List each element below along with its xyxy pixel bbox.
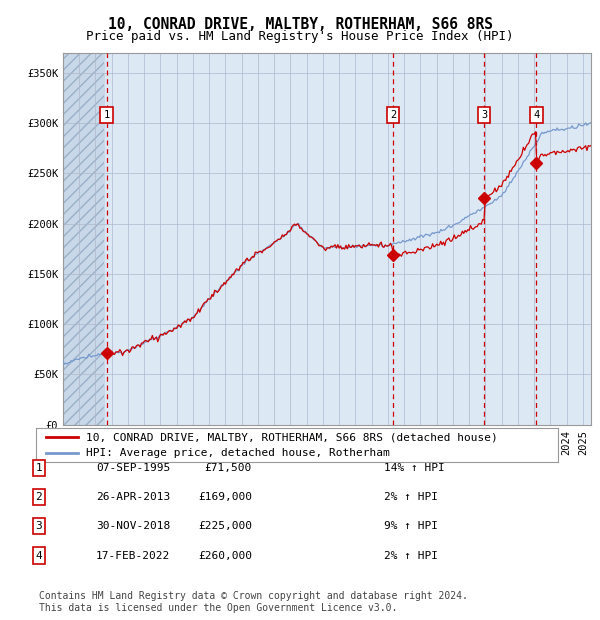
Bar [63,53,104,425]
Text: 4: 4 [533,110,539,120]
Text: 1: 1 [104,110,110,120]
Text: Contains HM Land Registry data © Crown copyright and database right 2024.
This d: Contains HM Land Registry data © Crown c… [39,591,468,613]
Text: £225,000: £225,000 [198,521,252,531]
Text: 2: 2 [35,492,43,502]
Text: 3: 3 [481,110,487,120]
Text: 10, CONRAD DRIVE, MALTBY, ROTHERHAM, S66 8RS: 10, CONRAD DRIVE, MALTBY, ROTHERHAM, S66… [107,17,493,32]
Text: 26-APR-2013: 26-APR-2013 [96,492,170,502]
Text: £260,000: £260,000 [198,551,252,560]
Text: 14% ↑ HPI: 14% ↑ HPI [384,463,445,473]
Text: 9% ↑ HPI: 9% ↑ HPI [384,521,438,531]
Text: £169,000: £169,000 [198,492,252,502]
Text: 3: 3 [35,521,43,531]
Text: HPI: Average price, detached house, Rotherham: HPI: Average price, detached house, Roth… [86,448,389,458]
Text: 2% ↑ HPI: 2% ↑ HPI [384,492,438,502]
Text: 17-FEB-2022: 17-FEB-2022 [96,551,170,560]
Text: 4: 4 [35,551,43,560]
Text: £71,500: £71,500 [205,463,252,473]
Text: 1: 1 [35,463,43,473]
Text: 30-NOV-2018: 30-NOV-2018 [96,521,170,531]
Text: 07-SEP-1995: 07-SEP-1995 [96,463,170,473]
Text: 2: 2 [390,110,396,120]
Text: 10, CONRAD DRIVE, MALTBY, ROTHERHAM, S66 8RS (detached house): 10, CONRAD DRIVE, MALTBY, ROTHERHAM, S66… [86,432,497,442]
Text: Price paid vs. HM Land Registry's House Price Index (HPI): Price paid vs. HM Land Registry's House … [86,30,514,43]
Bar [63,53,104,425]
Text: 2% ↑ HPI: 2% ↑ HPI [384,551,438,560]
